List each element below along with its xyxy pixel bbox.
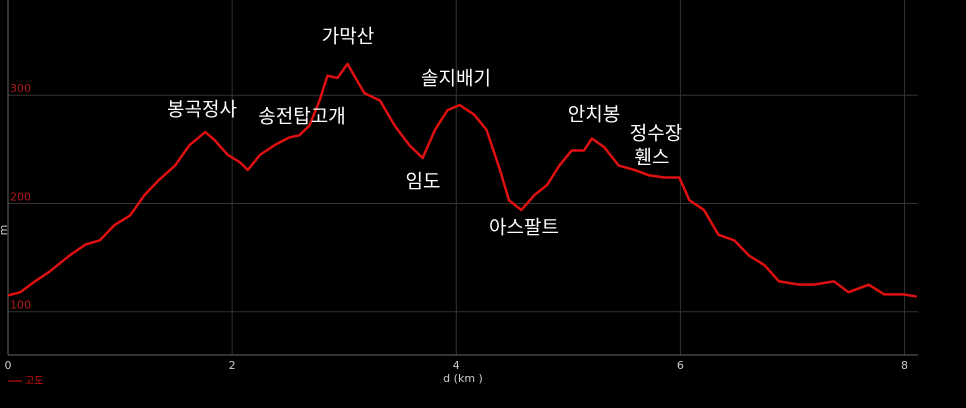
x-tick-label: 6 [677,359,684,372]
x-tick-label: 4 [453,359,460,372]
annotation: 가막산 [322,26,374,48]
annotation: 정수장 [630,123,682,145]
annotation: 휀스 [635,147,670,169]
annotation: 안치봉 [568,104,620,126]
legend-label: 고도 [25,376,43,387]
elevation-line [7,62,918,298]
annotation: 송전탑고개 [258,106,345,128]
x-tick-label: 2 [229,359,236,372]
annotation: 봉곡정사 [167,99,237,121]
x-axis-label: d (km ) [443,372,483,385]
annotation: 임도 [406,171,441,193]
y-tick-label: 300 [10,82,31,95]
y-tick-label: 200 [10,190,31,203]
y-axis-label: m [0,225,10,236]
annotation: 아스팔트 [489,217,559,239]
x-tick-label: 8 [901,359,908,372]
annotation: 솔지배기 [421,68,491,90]
y-tick-label: 100 [10,299,31,312]
x-tick-label: 0 [5,359,12,372]
